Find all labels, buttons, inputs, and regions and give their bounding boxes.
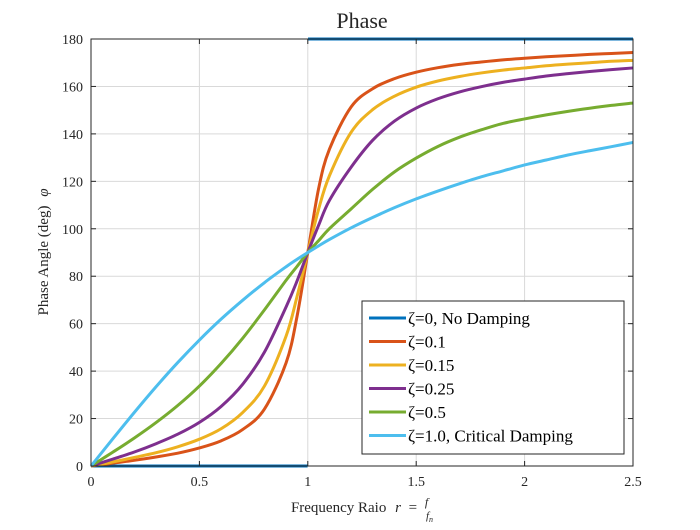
- y-axis-label: Phase Angle (deg) φ: [36, 188, 52, 315]
- legend: ζ=0, No Damping ζ=0.1 ζ=0.15 ζ=0.25 ζ=0.5 ζ=1…: [361, 300, 625, 455]
- y-tick-label: 20: [69, 413, 83, 428]
- legend-label-1: ζ=0.1: [408, 333, 446, 352]
- y-tick-label: 60: [69, 318, 83, 333]
- x-axis-label-text: Frequency Raio: [291, 500, 386, 516]
- plot-frame: [90, 38, 634, 467]
- series-line-4: [90, 101, 634, 468]
- x-tick-label: 1: [304, 475, 311, 490]
- series-line-1: [90, 51, 634, 468]
- y-tick-label: 80: [69, 270, 83, 285]
- legend-label-4: ζ=0.5: [408, 403, 446, 422]
- y-tick-label: 140: [62, 128, 83, 143]
- y-axis-label-text: Phase Angle (deg): [36, 206, 52, 316]
- x-tick-label: 1.5: [407, 475, 425, 490]
- series-line-2: [90, 58, 634, 468]
- y-tick-label: 180: [62, 33, 83, 48]
- series-line-5: [89, 140, 634, 467]
- axis-ticks: 0 0.5 1 1.5 2 2.5 0 20 40 60 80 100 120 140 160 180: [62, 33, 642, 490]
- y-tick-label: 100: [62, 223, 83, 238]
- x-tick-label: 2.5: [624, 475, 642, 490]
- legend-label-0: ζ=0, No Damping: [408, 309, 530, 328]
- y-tick-label: 40: [69, 365, 83, 380]
- legend-box: [361, 300, 625, 455]
- legend-label-3: ζ=0.25: [408, 380, 454, 399]
- y-tick-label: 120: [62, 175, 83, 190]
- x-axis-label: Frequency Raio r = f fn: [291, 494, 433, 524]
- legend-label-2: ζ=0.15: [408, 356, 454, 375]
- series-line-3: [90, 66, 634, 468]
- x-tick-label: 0.5: [191, 475, 209, 490]
- chart-title: Phase: [336, 8, 387, 33]
- x-tick-label: 0: [88, 475, 95, 490]
- y-tick-label: 160: [62, 80, 83, 95]
- y-tick-label: 0: [76, 460, 83, 475]
- y-axis-label-symbol: φ: [36, 188, 52, 196]
- x-tick-label: 2: [521, 475, 528, 490]
- legend-label-5: ζ=1.0, Critical Damping: [408, 427, 573, 446]
- svg-text:Phase Angle (deg) φ: Phase Angle (deg) φ: [36, 188, 52, 315]
